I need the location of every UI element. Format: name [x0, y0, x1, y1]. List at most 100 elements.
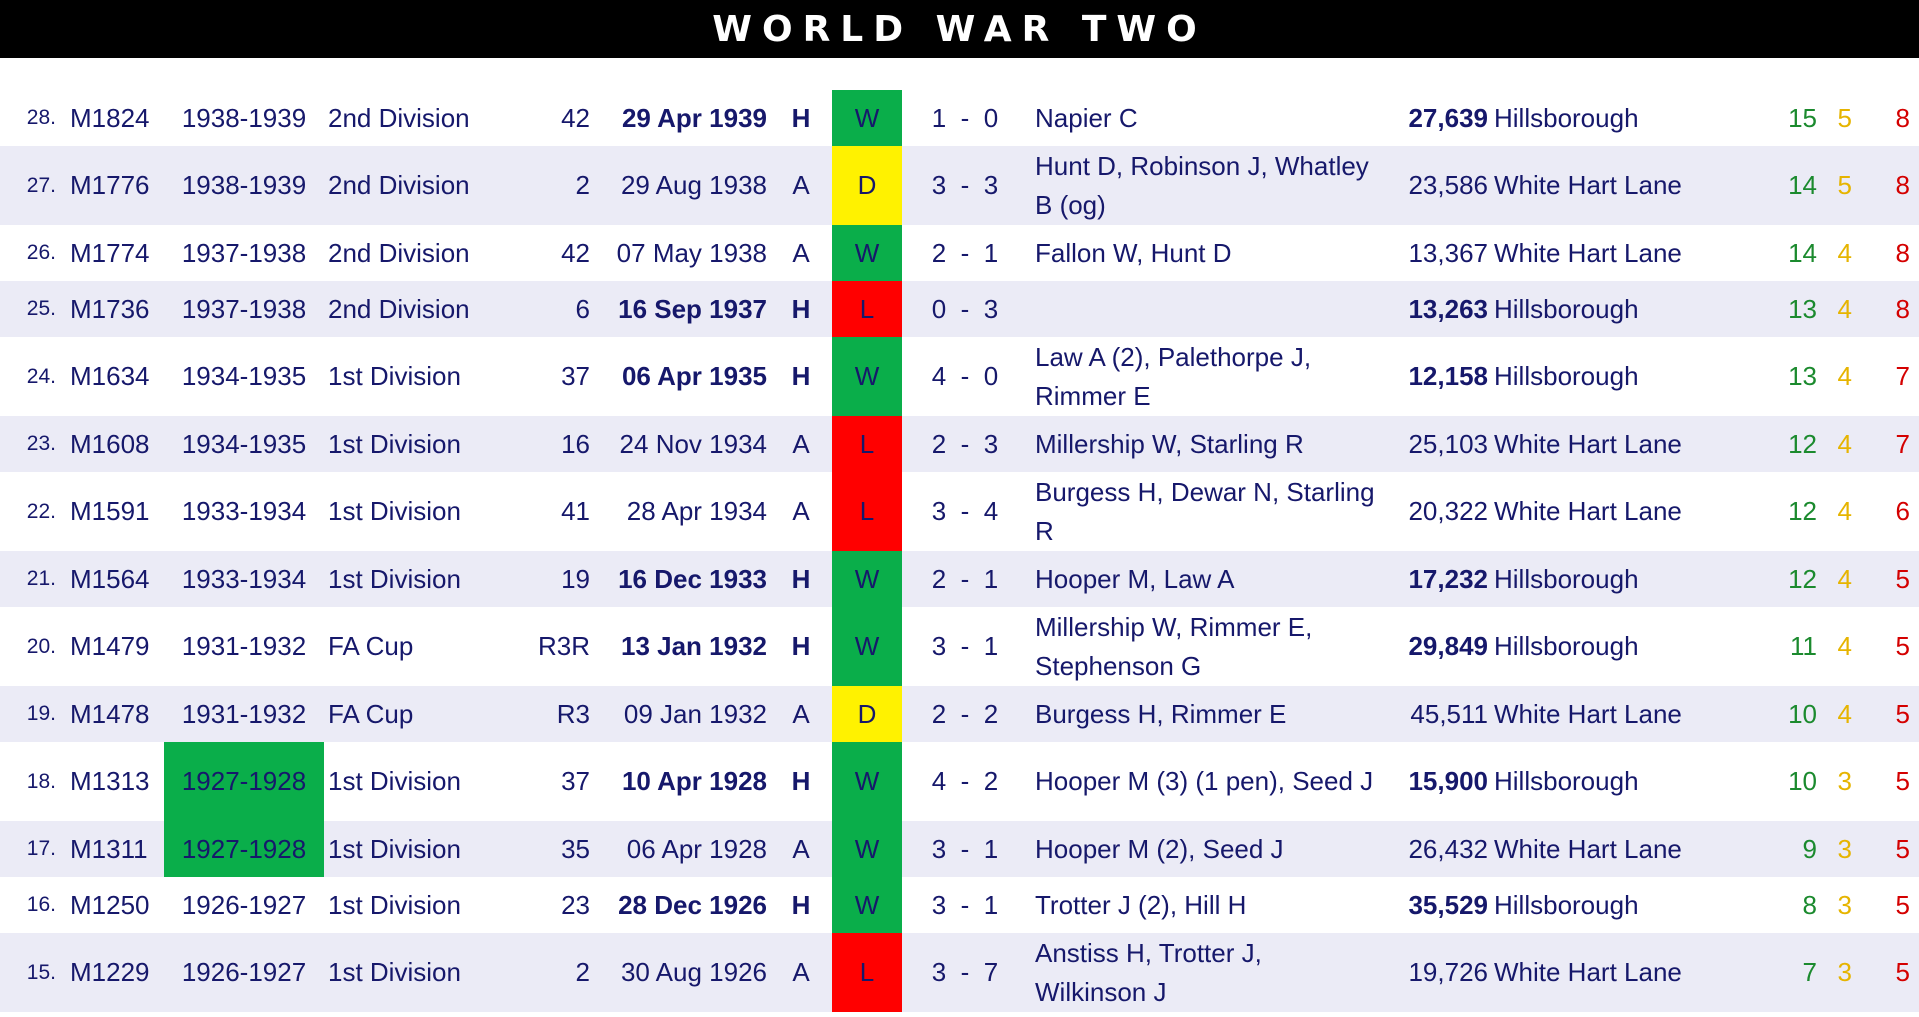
result-badge: D	[832, 146, 902, 225]
losses-count: 6	[1895, 496, 1910, 526]
draws-count: 3	[1837, 957, 1852, 987]
scorers	[1035, 281, 1375, 337]
competition: 1st Division	[328, 563, 461, 594]
score: 1 - 0	[931, 102, 999, 133]
table-row: 28. M1824 1938-1939 2nd Division 42 29 A…	[0, 90, 1919, 146]
round: 42	[561, 102, 590, 133]
wins-count: 8	[1802, 889, 1817, 920]
venue: White Hart Lane	[1494, 170, 1682, 200]
competition: 1st Division	[328, 766, 461, 796]
venue: Hillsborough	[1494, 293, 1639, 324]
match-id: M1229	[70, 957, 150, 987]
venue: White Hart Lane	[1494, 496, 1682, 526]
attendance: 27,639	[1408, 102, 1488, 133]
match-id: M1774	[70, 237, 150, 268]
home-away: A	[792, 957, 810, 987]
losses-count: 5	[1895, 631, 1910, 661]
losses-count: 8	[1895, 102, 1910, 133]
round: 2	[575, 170, 590, 200]
attendance: 19,726	[1408, 957, 1488, 987]
season: 1926-1927	[181, 889, 307, 920]
match-number: 25.	[26, 297, 56, 320]
losses-count: 5	[1895, 889, 1910, 920]
scorers: Anstiss H, Trotter J, Wilkinson J	[1035, 937, 1262, 1007]
competition: FA Cup	[328, 631, 414, 661]
scorers: Hunt D, Robinson J, Whatley B (og)	[1035, 150, 1369, 220]
losses-count: 8	[1895, 293, 1910, 324]
attendance: 35,529	[1408, 889, 1488, 920]
attendance: 45,511	[1410, 698, 1488, 729]
score: 2 - 3	[931, 428, 999, 459]
attendance: 12,158	[1408, 361, 1488, 391]
losses-count: 5	[1895, 957, 1910, 987]
round: 23	[561, 889, 590, 920]
match-id: M1608	[70, 428, 150, 459]
competition: FA Cup	[328, 698, 414, 729]
match-number: 26.	[26, 241, 56, 264]
result-badge: D	[832, 686, 902, 742]
draws-count: 3	[1837, 889, 1852, 920]
competition: 1st Division	[328, 957, 461, 987]
match-id: M1564	[70, 563, 150, 594]
home-away: A	[792, 428, 810, 459]
wins-count: 12	[1788, 563, 1817, 594]
losses-count: 5	[1895, 833, 1910, 864]
round: R3R	[537, 631, 590, 661]
match-date: 16 Sep 1937	[618, 293, 767, 324]
scorers: Burgess H, Rimmer E	[1035, 698, 1287, 729]
attendance: 13,263	[1408, 293, 1488, 324]
match-number: 28.	[26, 106, 56, 129]
result-badge: L	[832, 933, 902, 1012]
match-number: 15.	[26, 960, 56, 984]
home-away: H	[791, 889, 811, 920]
season: 1931-1932	[181, 698, 307, 729]
wins-count: 10	[1788, 766, 1817, 796]
competition: 1st Division	[328, 833, 461, 864]
season: 1934-1935	[181, 361, 307, 391]
match-id: M1478	[70, 698, 150, 729]
match-date: 10 Apr 1928	[621, 766, 767, 796]
score: 3 - 1	[931, 833, 999, 864]
score: 3 - 3	[931, 170, 999, 200]
results-table: 28. M1824 1938-1939 2nd Division 42 29 A…	[0, 90, 1919, 1012]
match-id: M1776	[70, 170, 150, 200]
season: 1937-1938	[181, 293, 307, 324]
match-date: 07 May 1938	[616, 237, 767, 268]
venue: White Hart Lane	[1494, 237, 1682, 268]
season: 1937-1938	[181, 237, 307, 268]
result-badge: W	[832, 742, 902, 821]
match-number: 21.	[26, 567, 56, 590]
home-away: H	[791, 631, 811, 661]
season: 1927-1928	[164, 742, 324, 821]
result-badge: L	[832, 472, 902, 551]
attendance: 29,849	[1408, 631, 1488, 661]
table-row: 16. M1250 1926-1927 1st Division 23 28 D…	[0, 877, 1919, 933]
score: 2 - 1	[931, 237, 999, 268]
competition: 1st Division	[328, 361, 461, 391]
scorers: Hooper M, Law A	[1035, 563, 1235, 594]
home-away: A	[792, 833, 810, 864]
score: 3 - 4	[931, 496, 999, 526]
season: 1934-1935	[181, 428, 307, 459]
match-date: 30 Aug 1926	[620, 957, 767, 987]
scorers: Trotter J (2), Hill H	[1035, 889, 1247, 920]
draws-count: 4	[1837, 428, 1852, 459]
match-id: M1311	[70, 833, 148, 864]
match-id: M1634	[70, 361, 150, 391]
competition: 1st Division	[328, 889, 461, 920]
result-badge: W	[832, 225, 902, 281]
match-number: 17.	[26, 837, 56, 860]
home-away: H	[791, 102, 811, 133]
match-date: 24 Nov 1934	[619, 428, 767, 459]
wins-count: 13	[1788, 293, 1817, 324]
table-row: 15. M1229 1926-1927 1st Division 2 30 Au…	[0, 933, 1919, 1012]
scorers: Burgess H, Dewar N, Starling R	[1035, 476, 1375, 546]
competition: 1st Division	[328, 428, 461, 459]
venue: Hillsborough	[1494, 102, 1639, 133]
table-row: 26. M1774 1937-1938 2nd Division 42 07 M…	[0, 225, 1919, 281]
scorers: Law A (2), Palethorpe J, Rimmer E	[1035, 341, 1312, 411]
season: 1926-1927	[181, 957, 307, 987]
match-id: M1591	[70, 496, 150, 526]
score: 2 - 2	[931, 698, 999, 729]
wins-count: 11	[1790, 631, 1817, 661]
